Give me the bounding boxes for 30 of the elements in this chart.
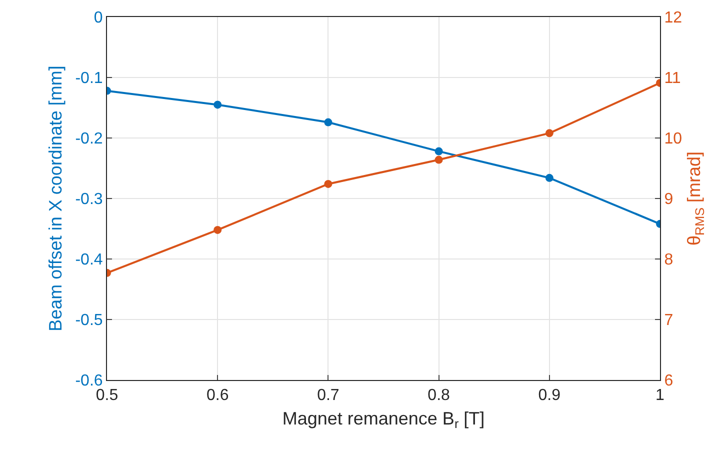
point <box>214 226 222 234</box>
y-tick-label: -0.5 <box>75 312 103 330</box>
y2-tick-label: 9 <box>664 191 674 208</box>
y2-tick-label: 11 <box>664 70 681 88</box>
x-axis-title: Magnet remanence B$_{r}$ [T] <box>282 408 485 432</box>
point <box>324 180 332 188</box>
y2-tick-label: 7 <box>664 312 674 330</box>
y-tick-label: -0.2 <box>75 130 103 148</box>
y-tick-label: -0.4 <box>75 252 103 269</box>
x-tick-label: 1 <box>656 387 665 404</box>
x-tick-label: 0.8 <box>428 387 450 404</box>
y-tick-label: -0.3 <box>75 191 103 208</box>
y-tick-label: -0.6 <box>75 372 103 390</box>
y2-tick-label: 8 <box>664 252 674 269</box>
y-axis-title: Beam offset in X coordinate [mm] <box>45 66 66 332</box>
y2-tick-label: 10 <box>664 130 682 148</box>
x-tick-label: 0.7 <box>317 387 340 404</box>
point <box>434 147 443 156</box>
point <box>214 100 222 109</box>
y2-tick-label: 12 <box>664 10 682 27</box>
point <box>545 174 554 182</box>
y-tick-label: 0 <box>94 10 103 27</box>
y2-tick-label: 6 <box>664 372 674 390</box>
point <box>545 129 554 138</box>
point <box>434 156 443 164</box>
y-tick-label: -0.1 <box>75 70 103 88</box>
x-tick-label: 0.9 <box>538 387 561 404</box>
x-tick-label: 0.5 <box>96 387 118 404</box>
x-tick-label: 0.6 <box>206 387 229 404</box>
point <box>324 118 332 126</box>
